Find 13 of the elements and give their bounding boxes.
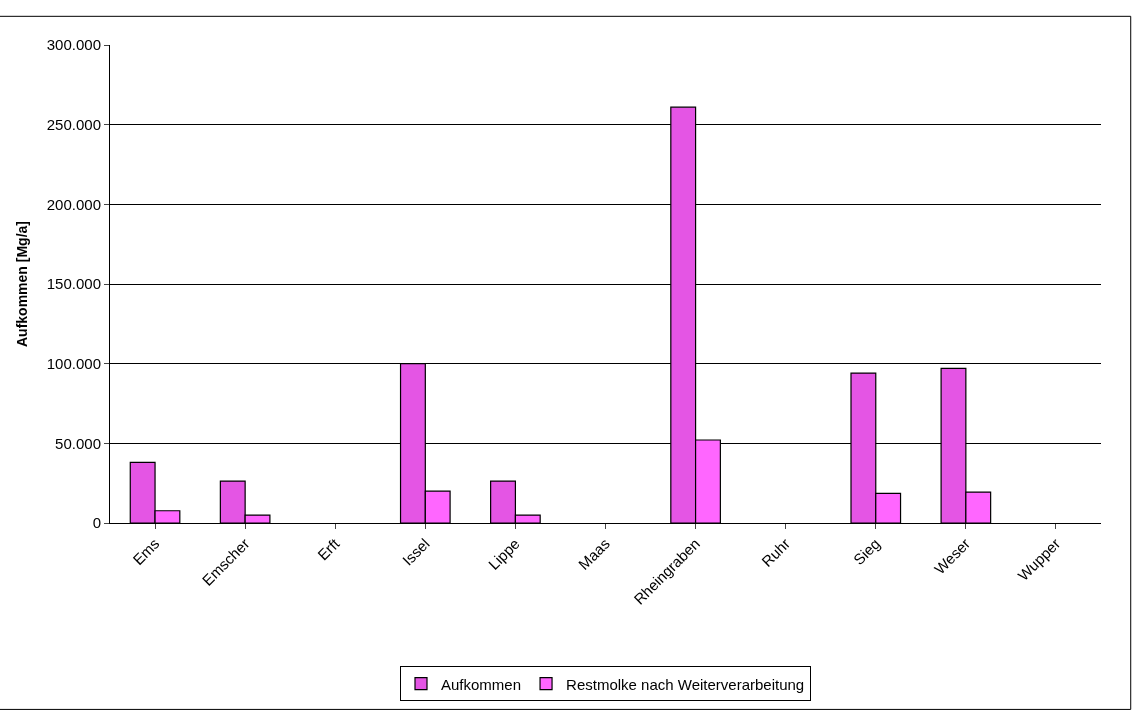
y-tick-label: 150.000 bbox=[46, 275, 101, 293]
y-tick-label: 300.000 bbox=[46, 36, 101, 54]
legend-label: Aufkommen bbox=[441, 675, 522, 693]
x-tick-label: Ems bbox=[129, 534, 163, 569]
y-tick-label: 200.000 bbox=[46, 195, 101, 213]
x-tick-label: Erft bbox=[314, 534, 344, 564]
x-tick-label: Sieg bbox=[849, 534, 884, 569]
y-tick-label: 100.000 bbox=[46, 354, 101, 372]
y-axis-title: Aufkommen [Mg/a] bbox=[14, 221, 31, 347]
y-tick-label: 50.000 bbox=[55, 434, 101, 452]
legend-label: Restmolke nach Weiterverarbeitung bbox=[566, 675, 805, 693]
y-tick-label: 250.000 bbox=[46, 115, 101, 133]
y-tick-label: 0 bbox=[92, 514, 101, 532]
